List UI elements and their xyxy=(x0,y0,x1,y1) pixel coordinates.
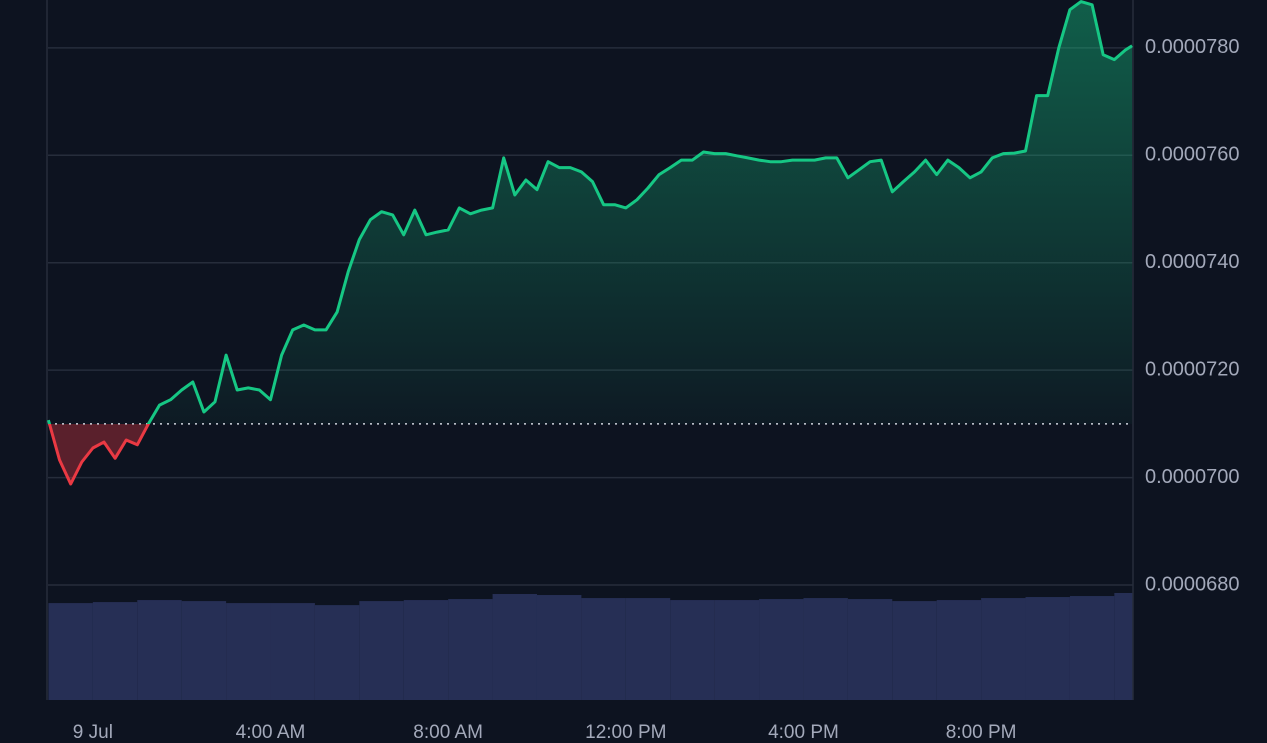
volume-bar xyxy=(314,605,360,700)
volume-bar xyxy=(359,601,404,700)
volume-bar xyxy=(714,600,760,700)
volume-bar xyxy=(226,603,271,700)
volume-bar xyxy=(625,598,671,700)
volume-bar xyxy=(1025,597,1070,700)
x-tick-label: 12:00 PM xyxy=(585,722,666,743)
volume-bar xyxy=(936,600,982,700)
price-line xyxy=(46,0,1133,486)
volume-bar xyxy=(892,601,937,700)
x-tick-label: 8:00 PM xyxy=(946,722,1017,743)
volume-bar xyxy=(581,598,626,700)
volume-bar xyxy=(492,594,537,700)
volume-bar xyxy=(1114,593,1133,700)
volume-bar xyxy=(137,600,182,700)
y-tick-label: 0.0000780 xyxy=(1145,36,1240,58)
volume-bar xyxy=(847,599,893,700)
x-tick-label: 4:00 PM xyxy=(768,722,839,743)
volume-bar xyxy=(536,595,582,700)
volume-bar xyxy=(1069,596,1115,700)
y-tick-label: 0.0000700 xyxy=(1145,466,1240,488)
y-tick-label: 0.0000720 xyxy=(1145,358,1240,380)
y-tick-label: 0.0000740 xyxy=(1145,251,1240,273)
y-tick-label: 0.0000760 xyxy=(1145,144,1240,166)
volume-bar xyxy=(803,598,848,700)
volume-bar xyxy=(48,603,93,700)
volume-bar xyxy=(270,603,315,700)
volume-bar xyxy=(403,600,449,700)
volume-bar xyxy=(759,599,804,700)
volume-bar xyxy=(92,602,138,700)
x-tick-label: 9 Jul xyxy=(73,722,113,743)
volume-bar xyxy=(181,601,227,700)
price-area xyxy=(48,1,1133,484)
x-tick-label: 4:00 AM xyxy=(236,722,306,743)
x-tick-label: 8:00 AM xyxy=(413,722,483,743)
volume-bar xyxy=(448,599,493,700)
volume-bar xyxy=(670,600,715,700)
volume-bar xyxy=(981,598,1026,700)
y-tick-label: 0.0000680 xyxy=(1145,573,1240,595)
